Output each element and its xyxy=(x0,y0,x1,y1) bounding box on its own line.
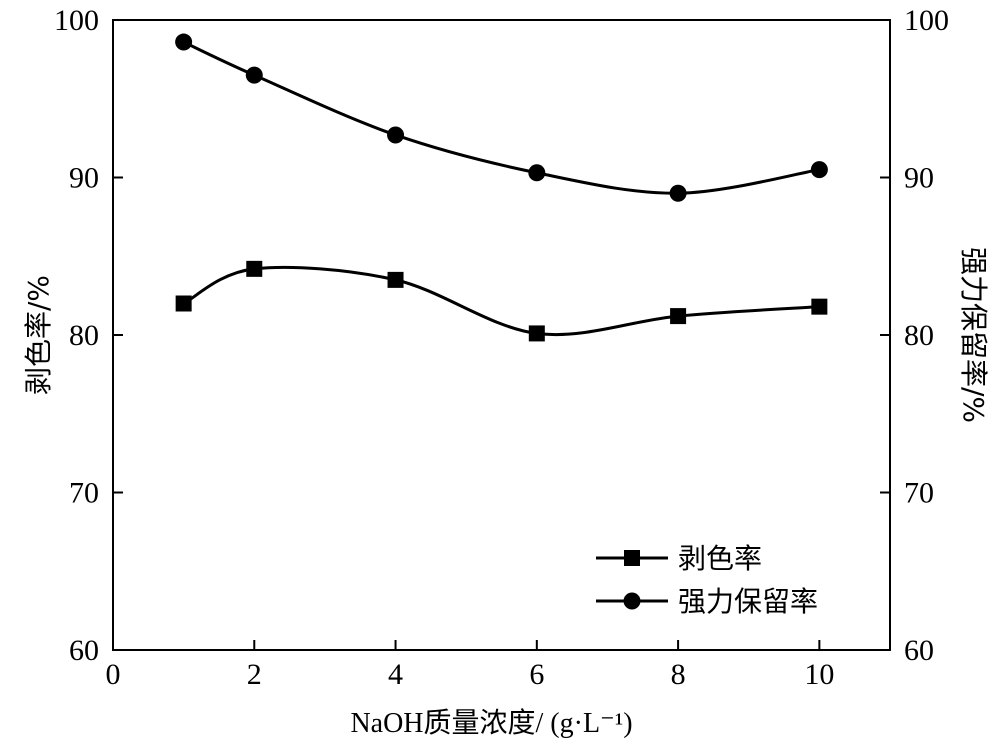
y-left-tick-label: 100 xyxy=(54,4,99,37)
legend-marker-circle xyxy=(623,592,641,610)
strength-retention-series-line xyxy=(182,40,820,195)
y-right-tick-label: 70 xyxy=(904,477,934,510)
strength-retention-point xyxy=(387,126,405,144)
x-tick-label: 4 xyxy=(388,658,403,691)
stripping-rate-point xyxy=(811,298,828,315)
lines-layer xyxy=(182,40,820,337)
y-left-tick-label: 70 xyxy=(69,477,99,510)
y-axis-left-title: 剥色率/% xyxy=(22,275,55,395)
x-tick-label: 6 xyxy=(529,658,544,691)
markers-layer xyxy=(175,33,828,342)
stripping-rate-point xyxy=(175,295,192,312)
y-right-tick-label: 90 xyxy=(904,162,934,195)
strength-retention-point xyxy=(175,33,193,51)
y-axis-right-title: 强力保留率/% xyxy=(957,247,990,423)
stripping-rate-point xyxy=(528,325,545,342)
legend: 剥色率 强力保留率 xyxy=(596,542,818,618)
legend-marker-square xyxy=(624,550,640,566)
stripping-rate-series-line xyxy=(182,265,820,337)
stripping-rate-point xyxy=(246,260,263,277)
x-tick-label: 0 xyxy=(106,658,121,691)
strength-retention-point xyxy=(669,184,687,202)
ticks-layer: 0 2 4 6 8 10 60 60 70 70 80 80 90 90 100 100 xyxy=(54,4,949,691)
strength-retention-point xyxy=(245,66,263,84)
y-left-tick-label: 80 xyxy=(69,319,99,352)
x-tick-label: 10 xyxy=(804,658,834,691)
y-right-tick-label: 80 xyxy=(904,319,934,352)
strength-retention-point xyxy=(528,164,546,182)
y-left-tick-label: 90 xyxy=(69,162,99,195)
y-right-tick-label: 60 xyxy=(904,634,934,667)
y-right-tick-label: 100 xyxy=(904,4,949,37)
strength-retention-point xyxy=(810,161,828,179)
x-tick-label: 2 xyxy=(247,658,262,691)
x-axis-title: NaOH质量浓度/ (g·L⁻¹) xyxy=(350,707,632,739)
y-left-tick-label: 60 xyxy=(69,634,99,667)
plot-frame xyxy=(112,19,891,651)
x-tick-label: 8 xyxy=(671,658,686,691)
stripping-rate-point xyxy=(670,308,687,325)
legend-label-strength-retention: 强力保留率 xyxy=(678,585,818,618)
stripping-rate-point xyxy=(387,271,404,288)
legend-label-stripping-rate: 剥色率 xyxy=(678,542,762,575)
